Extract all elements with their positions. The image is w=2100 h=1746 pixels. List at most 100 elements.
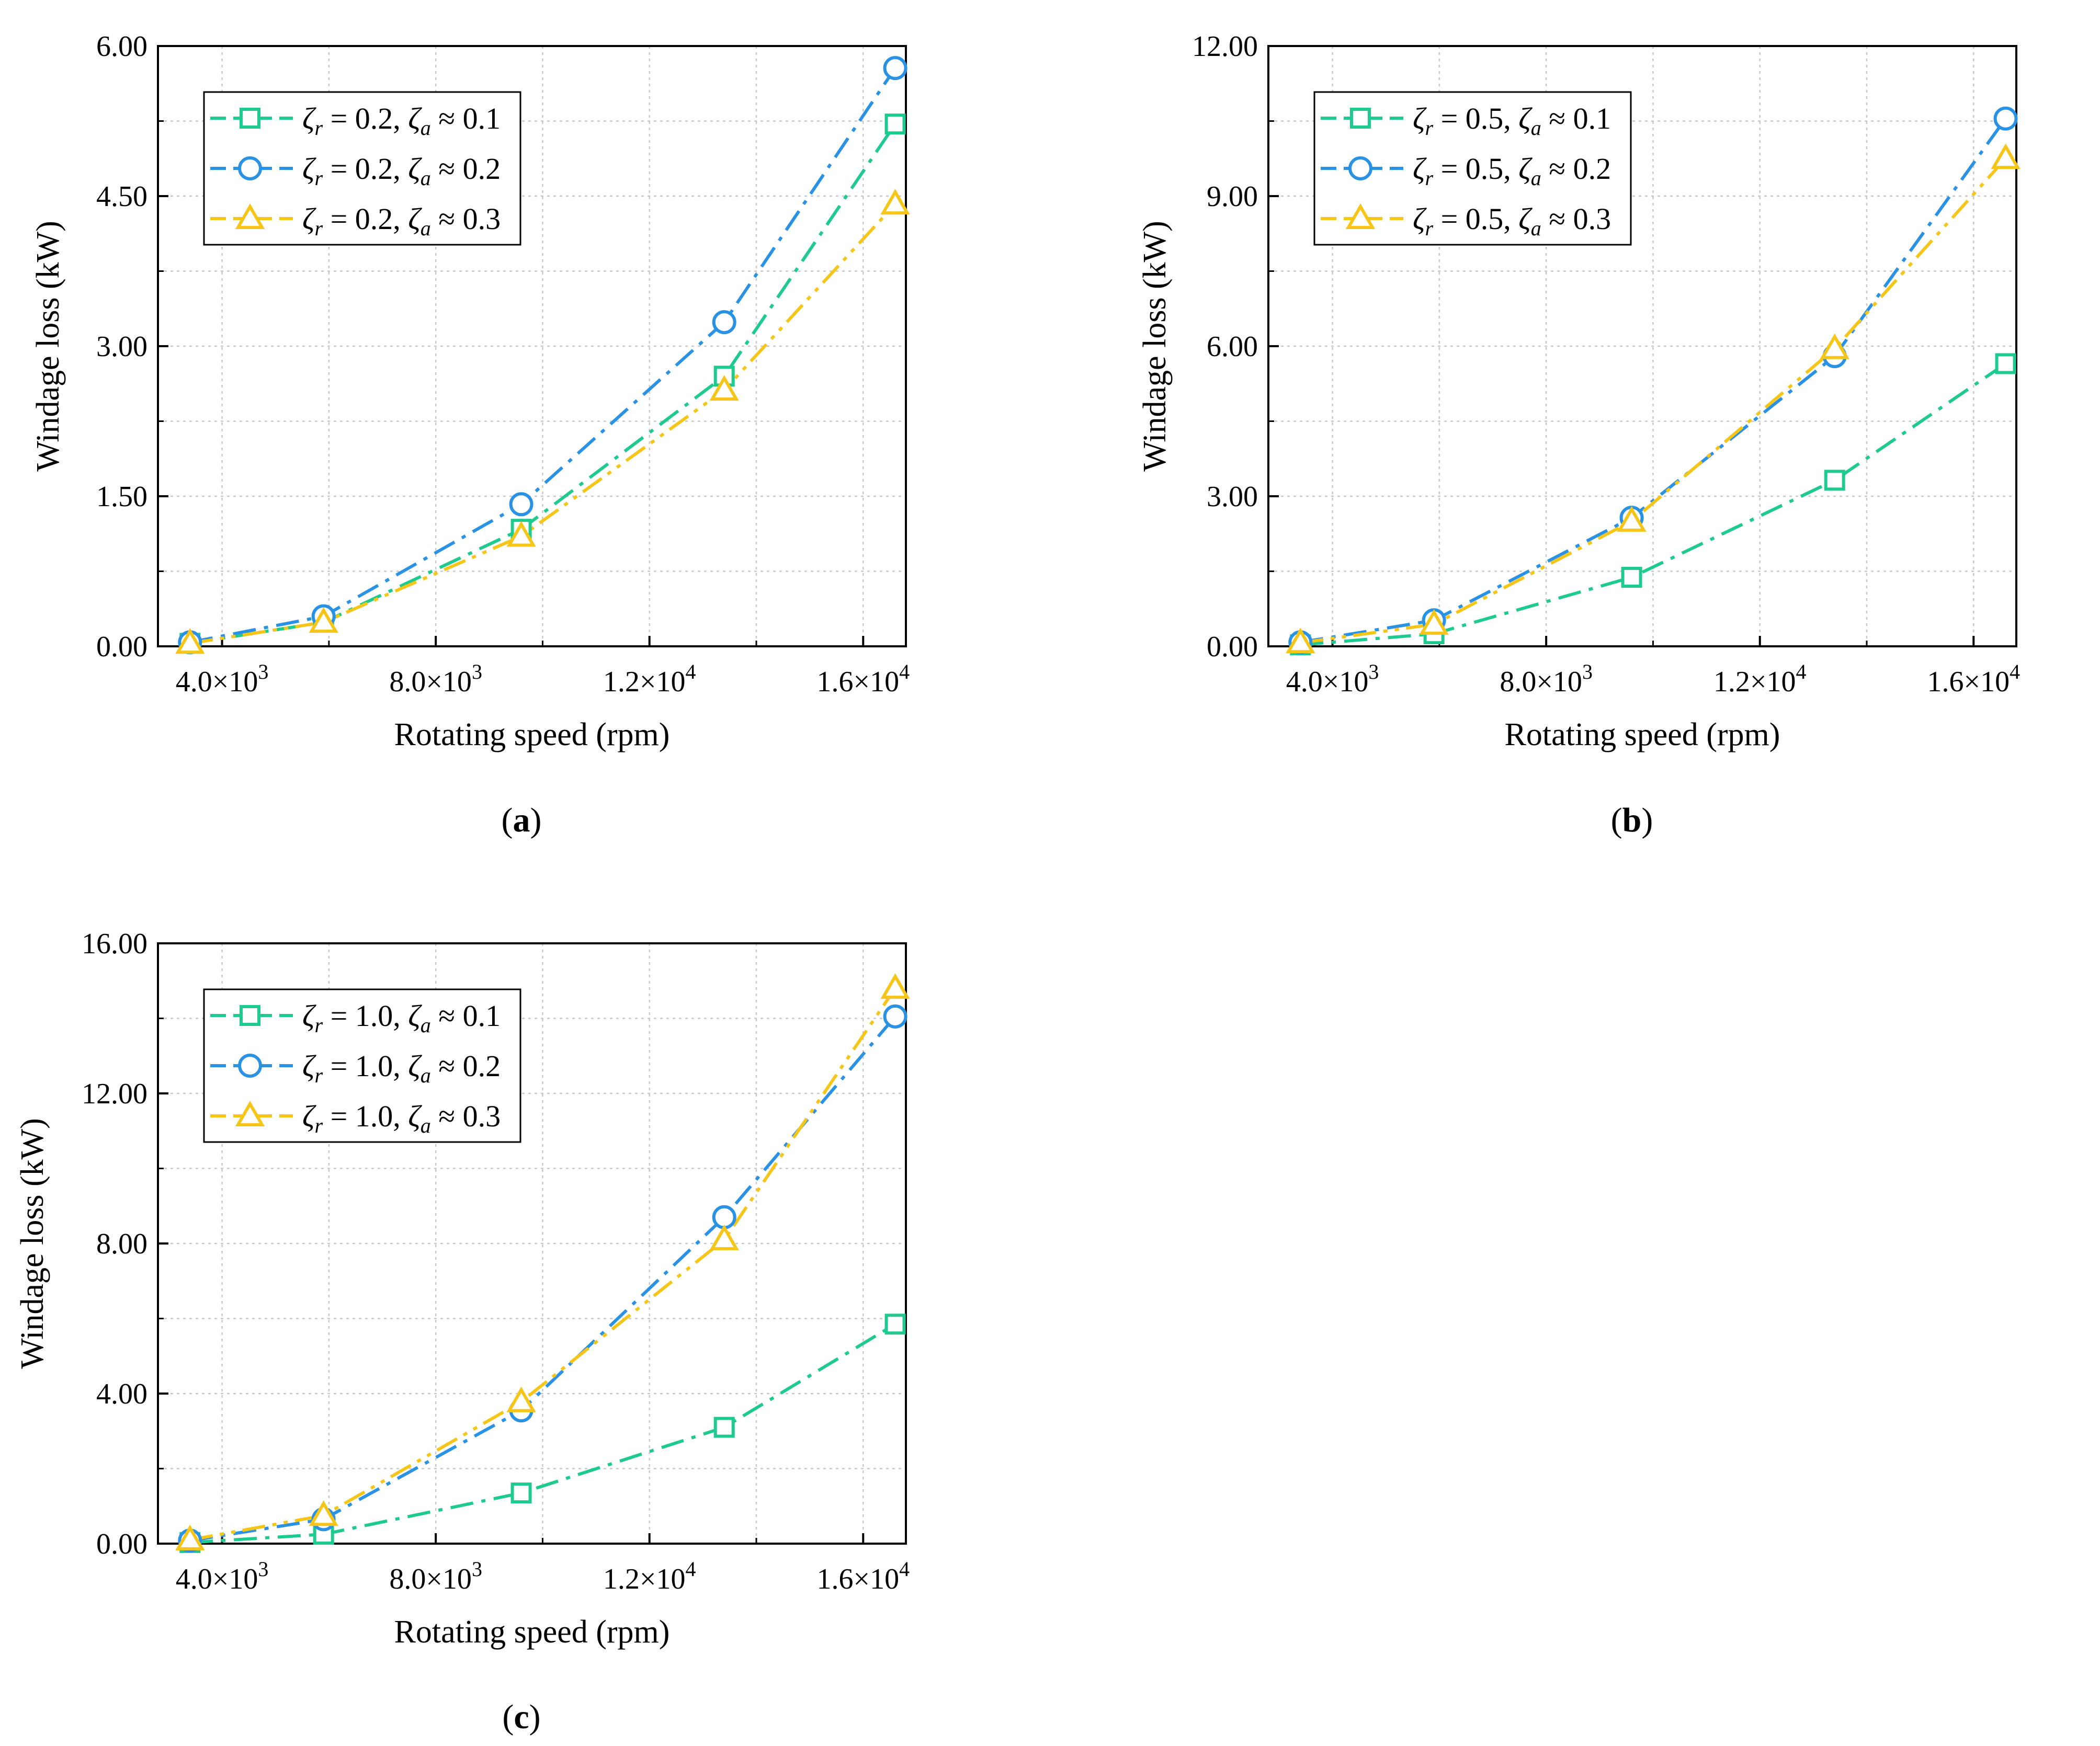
panel-a-legend-zeta: ζ	[302, 152, 316, 186]
panel-a-panel-label-open: (	[502, 801, 513, 839]
panel-a-panel-label-letter: a	[513, 801, 530, 839]
panel-b-legend-approx: ≈ 0.3	[1541, 202, 1611, 236]
panel-c-y-tick-label: 0.00	[96, 1528, 147, 1560]
panel-c-legend-sub: r	[314, 1013, 323, 1037]
panel-b-y-axis-title: Windage loss (kW)	[1137, 221, 1173, 472]
panel-c-legend-zeta: ζ	[408, 1099, 422, 1133]
panel-b-legend-marker-square	[1350, 108, 1371, 129]
panel-c-y-tick-label: 16.00	[82, 928, 147, 960]
panel-a-legend-approx: ≈ 0.3	[431, 202, 501, 236]
panel-a-legend-marker-square	[240, 108, 260, 129]
panel-a-data-point-triangle	[506, 521, 536, 547]
panel-a-x-tick-mantissa: 4.0×10	[176, 666, 258, 698]
panel-b-x-tick-mantissa: 1.6×10	[1927, 666, 2010, 698]
panel-c-x-tick-exponent: 3	[258, 1557, 268, 1581]
panel-c-legend-zeta: ζ	[302, 1049, 316, 1083]
panel-c-x-tick-label: 1.2×104	[603, 1557, 696, 1595]
panel-c-data-point-triangle	[506, 1386, 536, 1412]
panel-b-x-tick-exponent: 4	[1796, 660, 1807, 683]
panel-a-x-tick-exponent: 4	[686, 660, 696, 683]
panel-a-x-tick-exponent: 3	[472, 660, 482, 683]
panel-b-y-tick-label: 9.00	[1207, 180, 1258, 213]
panel-c-legend-approx: ≈ 0.1	[431, 999, 501, 1033]
panel-c-legend-eq: = 1.0,	[323, 1049, 408, 1083]
panel-c-data-point-triangle	[309, 1500, 338, 1526]
panel-a-legend-eq: = 0.2,	[323, 101, 408, 135]
panel-b-legend-marker-triangle	[1345, 203, 1376, 229]
panel-a-legend-sub: r	[314, 216, 323, 240]
panel-a-legend-zeta: ζ	[408, 202, 422, 236]
panel-a-x-axis-title: Rotating speed (rpm)	[394, 717, 670, 752]
panel-a-legend-zeta: ζ	[408, 152, 422, 186]
panel-c-data-point-square	[510, 1482, 532, 1504]
panel-c-x-tick-mantissa: 4.0×10	[176, 1563, 258, 1595]
panel-b-legend-entry: ζr = 0.5, ζa ≈ 0.1	[1413, 101, 1611, 140]
panel-a-legend-eq: = 0.2,	[323, 152, 408, 186]
panel-c-legend-entry: ζr = 1.0, ζa ≈ 0.3	[302, 1099, 501, 1137]
panel-a-legend-entry: ζr = 0.2, ζa ≈ 0.3	[302, 202, 501, 240]
panel-b-legend-sub: r	[1425, 116, 1433, 140]
panel-b-data-point-square	[1824, 470, 1845, 491]
panel-a-legend-sub: a	[421, 166, 431, 190]
panel-c-panel-label-open: (	[502, 1698, 514, 1736]
panel-a-legend: ζr = 0.2, ζa ≈ 0.1ζr = 0.2, ζa ≈ 0.2ζr =…	[203, 91, 521, 246]
panel-c-legend-sub: a	[421, 1064, 431, 1087]
panel-b-series-line-triangle	[1300, 157, 2007, 645]
panel-a-x-tick-label: 1.2×104	[603, 660, 696, 698]
panel-b-legend-eq: = 0.5,	[1433, 101, 1518, 135]
panel-a-x-tick-exponent: 3	[258, 660, 268, 683]
panel-c-legend-zeta: ζ	[302, 999, 316, 1033]
panel-b-data-point-triangle	[1991, 143, 2020, 169]
panel-b-x-tick-label: 8.0×103	[1500, 660, 1593, 698]
panel-c-legend-zeta: ζ	[302, 1099, 316, 1133]
panel-a-y-tick-label: 3.00	[96, 330, 147, 363]
panel-b-x-tick-mantissa: 1.2×10	[1713, 666, 1796, 698]
panel-a-data-point-square	[884, 113, 906, 135]
panel-a-grid	[158, 46, 906, 646]
panel-b-grid	[1268, 46, 2016, 646]
panel-a-legend-approx: ≈ 0.2	[431, 152, 501, 186]
panel-c-x-tick-label: 1.6×104	[816, 1557, 910, 1595]
panel-a-legend-marker-circle	[238, 156, 262, 180]
panel-b-legend-zeta: ζ	[1413, 152, 1427, 186]
panel-c-data-point-square	[884, 1314, 906, 1335]
panel-a-data-point-triangle	[880, 189, 910, 215]
panel-b-legend-eq: = 0.5,	[1433, 202, 1518, 236]
panel-c-legend-entry: ζr = 1.0, ζa ≈ 0.2	[302, 1049, 501, 1087]
panel-c-x-tick-mantissa: 8.0×10	[389, 1563, 472, 1595]
panel-c-x-tick-exponent: 4	[899, 1557, 910, 1581]
panel-b-legend: ζr = 0.5, ζa ≈ 0.1ζr = 0.5, ζa ≈ 0.2ζr =…	[1313, 91, 1632, 246]
panel-a-data-point-triangle	[175, 628, 205, 654]
panel-b-legend-zeta: ζ	[1413, 202, 1427, 236]
panel-b-x-tick-mantissa: 8.0×10	[1500, 666, 1582, 698]
panel-b-data-point-triangle	[1820, 333, 1849, 359]
panel-c-y-tick-label: 8.00	[96, 1228, 147, 1260]
panel-b-x-tick-exponent: 4	[2010, 660, 2020, 683]
panel-a-y-tick-label: 4.50	[96, 180, 147, 213]
panel-b-x-axis-title: Rotating speed (rpm)	[1505, 717, 1780, 752]
panel-a-legend-eq: = 0.2,	[323, 202, 408, 236]
panel-b-legend-sub: r	[1425, 216, 1433, 240]
panel-c-x-tick-mantissa: 1.6×10	[816, 1563, 899, 1595]
panel-b-panel-label: (b)	[1611, 801, 1653, 839]
panel-a-legend-marker-triangle	[235, 203, 265, 229]
panel-b-legend-eq: = 0.5,	[1433, 152, 1518, 186]
panel-b-y-tick-label: 3.00	[1207, 481, 1258, 513]
panel-b-x-tick-exponent: 3	[1368, 660, 1379, 683]
panel-c-legend-entry: ζr = 1.0, ζa ≈ 0.1	[302, 999, 501, 1037]
panel-c-x-axis-title: Rotating speed (rpm)	[394, 1614, 670, 1650]
panel-c-series-line-square	[190, 1322, 896, 1544]
panel-b-legend-sub: r	[1425, 166, 1433, 190]
panel-b-data-point-square	[1995, 353, 2016, 374]
panel-a-y-tick-label: 6.00	[96, 30, 147, 63]
panel-b-data-point-triangle	[1419, 609, 1449, 635]
panel-a-data-point-triangle	[709, 375, 739, 401]
panel-b-legend-zeta: ζ	[1413, 101, 1427, 135]
panel-b-x-tick-mantissa: 4.0×10	[1286, 666, 1369, 698]
panel-a-legend-zeta: ζ	[302, 202, 316, 236]
panel-c-x-tick-label: 4.0×103	[176, 1557, 269, 1595]
panel-b-panel-label-close: )	[1641, 801, 1653, 839]
panel-a-legend-zeta: ζ	[302, 101, 316, 135]
panel-b-legend-approx: ≈ 0.1	[1541, 101, 1611, 135]
